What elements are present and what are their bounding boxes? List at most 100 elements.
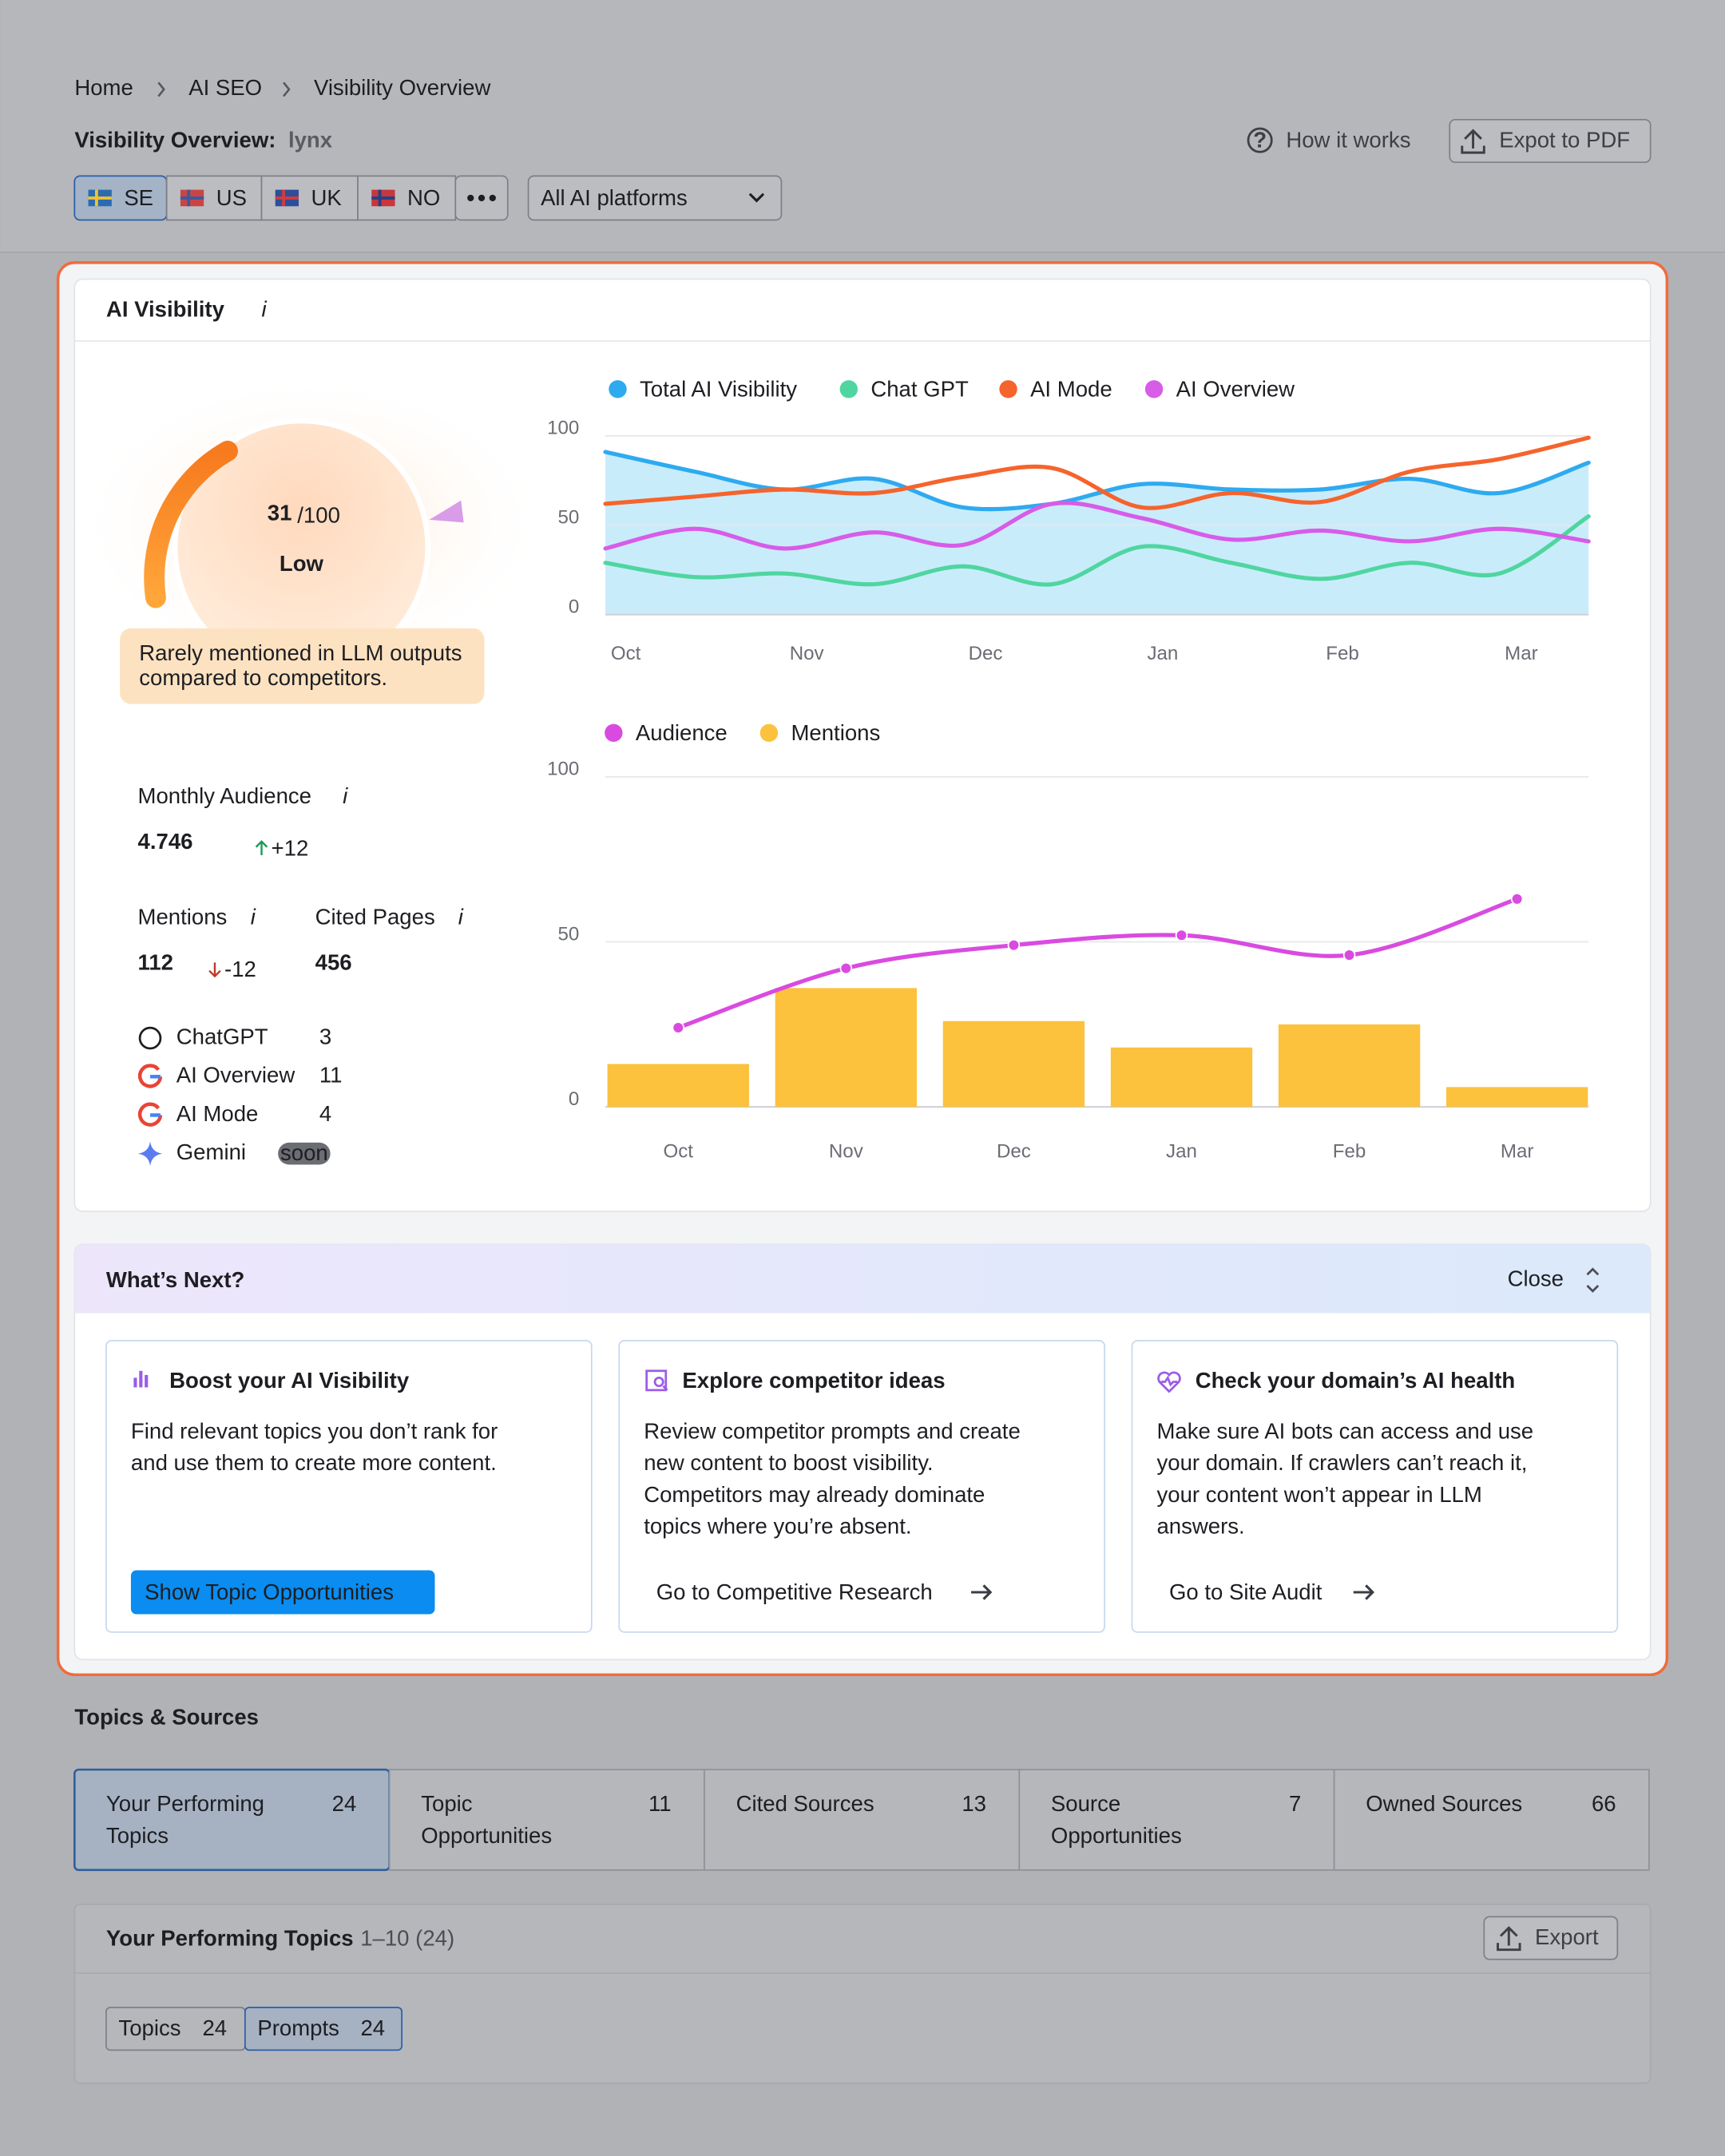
up-arrow: [255, 840, 268, 856]
link-text: Go to Competitive Research: [656, 1579, 933, 1604]
bar: [1110, 1047, 1253, 1108]
legend-label[interactable]: Audience: [636, 720, 728, 745]
select-bg: [527, 175, 783, 221]
next-header: [74, 1244, 1651, 1314]
close-icon: [1586, 1267, 1600, 1293]
y-tick-label: 100: [547, 418, 579, 439]
subtab[interactable]: Prompts 24: [244, 2007, 403, 2051]
more-button[interactable]: [454, 175, 509, 221]
tab[interactable]: Cited Sources 13: [704, 1769, 1021, 1871]
note-line: compared to competitors.: [139, 665, 387, 690]
subtab-bg: [244, 2007, 403, 2051]
platform-select[interactable]: All AI platforms: [527, 175, 783, 221]
country-button[interactable]: SE: [73, 175, 168, 221]
gauge-arc: [144, 440, 238, 608]
gauge: [144, 440, 238, 608]
point: [1007, 938, 1021, 952]
metric-change: -12: [224, 957, 256, 981]
x-tick-label: Mar: [1501, 1140, 1533, 1162]
next-cards: Boost your AI Visibility Find relevant to…: [105, 1340, 1619, 1633]
y-tick-label: 50: [557, 507, 579, 529]
info-icon: i: [343, 783, 348, 808]
item-title: Boost your AI Visibility: [169, 1368, 410, 1393]
legend-label[interactable]: AI Overview: [1176, 376, 1295, 401]
tab[interactable]: Source Opportunities 7: [1018, 1769, 1335, 1871]
visibility-chart: Total AI Visibility Chat GPT AI Mode AI Ove…: [547, 376, 1591, 664]
dot: [467, 194, 474, 202]
close-toggle[interactable]: Close: [1508, 1266, 1600, 1293]
legend-label[interactable]: Total AI Visibility: [640, 376, 797, 401]
item-body: topics where you’re absent.: [644, 1513, 911, 1538]
close-text: Close: [1508, 1266, 1564, 1290]
item-bg: [105, 1340, 593, 1633]
series-line: [603, 514, 1591, 587]
export-pdf-button[interactable]: Expot to PDF: [1449, 118, 1652, 164]
item-body: answers.: [1156, 1513, 1244, 1538]
button-text: Show Topic Opportunities: [145, 1579, 394, 1604]
export-icon: [1461, 129, 1485, 154]
metric-label: Monthly Audience: [138, 783, 311, 808]
metric-label: Mentions: [138, 905, 228, 929]
next-item: Boost your AI Visibility Find relevant to…: [105, 1340, 593, 1633]
tab[interactable]: Your Performing Topics 24: [73, 1768, 391, 1872]
bar: [1445, 1087, 1588, 1108]
legend-label[interactable]: Mentions: [791, 720, 880, 745]
tab-bg: [1333, 1769, 1650, 1871]
link[interactable]: Go to Competitive Research: [656, 1579, 993, 1604]
x-tick-label: Feb: [1326, 643, 1359, 664]
info-icon: i: [262, 296, 268, 321]
next-item: Check your domain’s AI health Make sure A…: [1131, 1340, 1619, 1633]
tab-bg: [1018, 1769, 1335, 1871]
help-link[interactable]: ? How it works: [1247, 127, 1410, 153]
subtab[interactable]: Topics 24: [105, 2007, 246, 2051]
score-level: Low: [280, 551, 324, 576]
tab-count: 24: [332, 1791, 357, 1816]
tab-label: Owned Sources: [1366, 1791, 1522, 1816]
breadcrumb-item: Visibility Overview: [314, 75, 491, 100]
badge: soon: [280, 1140, 328, 1165]
tab-count: 13: [962, 1791, 986, 1816]
x-tick-label: Dec: [997, 1140, 1031, 1162]
country-button[interactable]: UK: [260, 175, 359, 221]
breadcrumb-item[interactable]: Home: [74, 75, 133, 100]
legend-label[interactable]: Chat GPT: [870, 376, 969, 401]
link-arrow: [1353, 1584, 1375, 1600]
item-body: Make sure AI bots can access and use: [1156, 1419, 1533, 1444]
platform-name: Gemini: [176, 1139, 246, 1164]
export-icon: [1497, 1926, 1521, 1952]
point: [1342, 949, 1356, 961]
primary-button[interactable]: Show Topic Opportunities: [130, 1570, 435, 1615]
legend-dot: [999, 380, 1017, 398]
breadcrumb: Home AI SEO Visibility Overview: [74, 75, 490, 100]
subtab-label: Prompts: [257, 2015, 339, 2040]
flag-cross: [275, 189, 299, 207]
legend-dot: [759, 723, 779, 742]
item-body: Competitors may already dominate: [644, 1482, 985, 1507]
platform-count: 4: [319, 1101, 331, 1126]
breadcrumb-chevron: [283, 81, 291, 97]
x-tick-label: Jan: [1147, 643, 1178, 664]
tab[interactable]: Topic Opportunities 11: [388, 1769, 705, 1871]
bar: [775, 988, 918, 1108]
breadcrumb-item[interactable]: AI SEO: [188, 75, 262, 100]
legend-label[interactable]: AI Mode: [1030, 376, 1112, 401]
dot: [478, 194, 486, 202]
tab[interactable]: Owned Sources 66: [1333, 1769, 1650, 1871]
breadcrumb-chevron: [157, 81, 165, 97]
link[interactable]: Go to Site Audit: [1169, 1579, 1375, 1604]
flag-cross: [180, 189, 204, 207]
country-button[interactable]: US: [165, 175, 263, 221]
next-item: Explore competitor ideas Review competito…: [618, 1340, 1105, 1633]
help-text: How it works: [1286, 128, 1410, 153]
tab-label: Cited Sources: [736, 1791, 874, 1816]
card-title: AI Visibility: [106, 296, 225, 321]
section-title: Topics & Sources: [74, 1705, 259, 1730]
country-button[interactable]: NO: [357, 175, 457, 221]
topics-panel: [73, 1904, 1652, 2084]
export-button[interactable]: Export: [1483, 1916, 1619, 1960]
x-tick-label: Nov: [790, 643, 824, 664]
item-body: your domain. If crawlers can’t reach it,: [1156, 1450, 1527, 1475]
icon-bar: [139, 1370, 143, 1388]
tab-count: 66: [1592, 1791, 1616, 1816]
x-tick-label: Jan: [1166, 1140, 1197, 1162]
